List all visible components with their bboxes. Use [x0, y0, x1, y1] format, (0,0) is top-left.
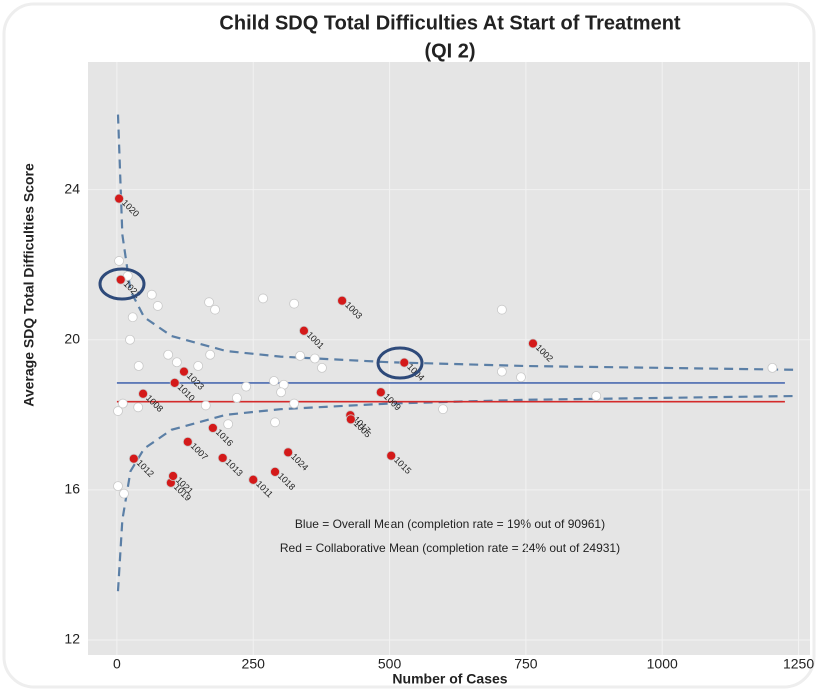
point	[200, 400, 211, 411]
point	[345, 414, 356, 425]
point	[182, 436, 193, 447]
point	[163, 349, 174, 360]
x-axis-label: Number of Cases	[392, 671, 507, 687]
point	[133, 402, 144, 413]
chart-subtitle: (QI 2)	[424, 40, 475, 62]
x-tick-label: 1000	[647, 656, 678, 672]
point	[241, 381, 252, 392]
point	[127, 312, 138, 323]
point	[375, 387, 386, 398]
y-tick-label: 16	[64, 481, 80, 497]
point	[295, 350, 306, 361]
chart-title: Child SDQ Total Difficulties At Start of…	[219, 12, 680, 34]
point	[231, 393, 242, 403]
annotation: Red = Collaborative Mean (completion rat…	[280, 541, 620, 555]
point	[399, 357, 410, 368]
annotation: Blue = Overall Mean (completion rate = 1…	[295, 517, 605, 531]
point	[179, 366, 189, 377]
point	[591, 391, 602, 401]
point	[133, 361, 144, 371]
point	[270, 417, 280, 428]
point	[528, 338, 538, 349]
point	[207, 423, 218, 433]
point	[309, 353, 320, 364]
point	[223, 419, 234, 430]
point	[119, 488, 129, 499]
point	[217, 453, 228, 463]
point	[210, 304, 220, 315]
point	[113, 406, 123, 416]
point	[516, 372, 526, 383]
point	[204, 297, 214, 308]
x-tick-label: 1250	[783, 656, 814, 672]
point	[438, 404, 448, 415]
point	[115, 274, 126, 285]
point	[169, 377, 180, 388]
y-tick-label: 24	[64, 180, 80, 196]
point	[152, 301, 163, 311]
point	[146, 289, 157, 300]
x-tick-label: 250	[242, 656, 266, 672]
point	[317, 362, 327, 373]
point	[113, 481, 123, 492]
point	[193, 361, 204, 371]
y-tick-label: 12	[64, 631, 80, 647]
point	[118, 398, 128, 409]
x-tick-label: 0	[113, 656, 121, 672]
plot-background	[88, 62, 810, 655]
point	[205, 349, 216, 360]
point	[114, 193, 124, 204]
point	[767, 362, 778, 373]
point	[283, 447, 294, 458]
point	[248, 474, 259, 485]
point	[289, 398, 300, 409]
point	[270, 466, 280, 477]
point	[276, 387, 286, 398]
point	[138, 388, 148, 399]
point	[168, 471, 178, 481]
point	[125, 334, 135, 345]
point	[114, 256, 124, 266]
point	[496, 366, 507, 377]
point	[128, 453, 139, 464]
x-tick-label: 750	[514, 656, 538, 672]
point	[496, 304, 507, 315]
y-tick-label: 20	[64, 330, 80, 346]
x-tick-label: 500	[378, 656, 402, 672]
point	[269, 376, 279, 386]
point	[386, 450, 397, 461]
point	[258, 293, 268, 304]
point	[171, 357, 182, 368]
highlight-circle	[376, 346, 424, 380]
y-axis-label: Average SDQ Total Difficulties Score	[21, 163, 37, 407]
point	[337, 295, 348, 306]
highlight-circle	[98, 267, 146, 301]
point	[299, 325, 309, 336]
point	[289, 298, 300, 309]
